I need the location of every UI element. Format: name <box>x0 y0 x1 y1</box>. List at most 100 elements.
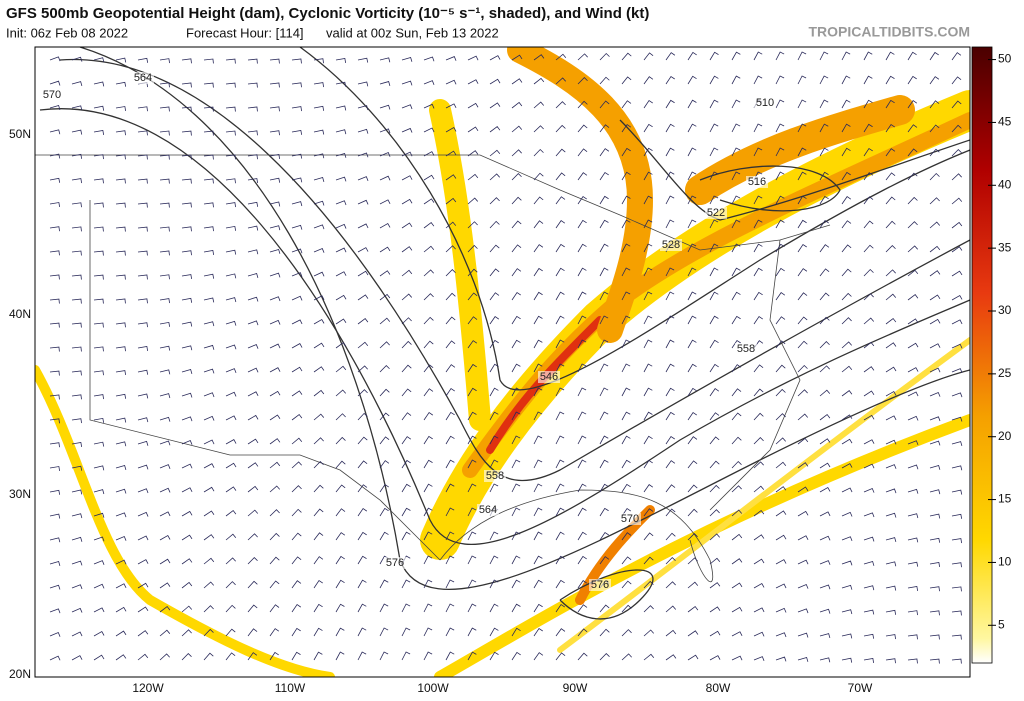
wind-barb <box>555 652 566 661</box>
wind-barb <box>115 393 127 399</box>
wind-barb <box>775 75 785 85</box>
wind-barb <box>313 508 324 517</box>
wind-barb <box>533 125 544 133</box>
wind-barb <box>313 105 325 111</box>
wind-barb <box>621 124 632 133</box>
wind-barb <box>137 488 149 494</box>
wind-barb <box>357 484 368 493</box>
wind-barb <box>71 489 83 495</box>
wind-barb <box>731 147 741 157</box>
colorbar-tick-label: 20 <box>998 429 1012 443</box>
wind-barb <box>907 391 919 397</box>
wind-barb <box>511 78 523 85</box>
wind-barb <box>665 339 675 349</box>
wind-barb <box>423 222 435 229</box>
wind-barb <box>533 555 543 565</box>
wind-barb <box>93 81 105 87</box>
wind-barb <box>467 531 477 541</box>
wind-barb <box>225 462 237 469</box>
wind-barb <box>555 339 565 349</box>
wind-barb <box>863 414 875 421</box>
wind-barb <box>863 220 874 229</box>
wind-barb <box>335 152 347 158</box>
wind-barb <box>115 441 127 447</box>
wind-barb <box>819 195 829 205</box>
wind-barb <box>753 631 765 637</box>
wind-barb <box>907 269 919 277</box>
wind-barb <box>577 243 587 253</box>
wind-barb <box>731 485 742 493</box>
wind-barb <box>467 387 477 397</box>
wind-barb <box>445 197 457 205</box>
wind-barb <box>577 531 587 541</box>
wind-barb <box>357 531 367 541</box>
wind-barb <box>885 439 897 445</box>
wind-barb <box>93 322 104 328</box>
wind-barb <box>533 627 543 637</box>
contour-label: 564 <box>134 72 152 84</box>
wind-barb <box>775 51 785 61</box>
wind-barb <box>445 435 455 445</box>
lon-label: 100W <box>417 681 449 695</box>
wind-barb <box>577 507 587 517</box>
wind-barb <box>379 128 391 134</box>
wind-barb <box>577 77 588 85</box>
wind-barb <box>797 632 809 638</box>
wind-barb <box>951 197 963 205</box>
wind-barb <box>775 123 785 133</box>
wind-barb <box>49 105 61 110</box>
wind-barb <box>467 197 479 205</box>
wind-barb <box>489 220 500 229</box>
wind-barb <box>181 416 193 422</box>
wind-barb <box>225 154 236 160</box>
wind-barb <box>863 341 875 349</box>
wind-barb <box>555 101 566 109</box>
wind-barb <box>797 268 808 277</box>
wind-barb <box>181 652 192 661</box>
wind-barb <box>753 267 763 277</box>
wind-barb <box>93 489 105 495</box>
site: TROPICALTIDBITS.COM <box>808 24 970 40</box>
wind-barb <box>291 177 303 183</box>
wind-barb <box>335 200 347 206</box>
wind-barb <box>159 487 171 493</box>
wind-barb <box>159 464 171 469</box>
wind-barb <box>423 651 433 661</box>
wind-barb <box>401 340 412 349</box>
wind-barb <box>599 124 610 133</box>
wind-barb <box>731 606 743 613</box>
wind-barb <box>401 198 413 205</box>
wind-barb <box>929 221 941 229</box>
wind-barb <box>313 271 325 277</box>
wind-barb <box>115 57 127 63</box>
wind-barb <box>71 226 82 232</box>
wind-barb <box>665 605 677 613</box>
wind-barb <box>181 369 193 374</box>
wind-barb <box>577 100 588 109</box>
wind-barb <box>533 244 544 253</box>
wind-barb <box>335 389 347 397</box>
wind-barb <box>819 123 829 133</box>
wind-barb <box>357 436 368 445</box>
wind-barb <box>203 344 215 350</box>
wind-barb <box>313 153 325 159</box>
wind-barb <box>445 603 455 613</box>
wind-barb <box>379 603 389 613</box>
wind-barb <box>247 485 259 493</box>
contour-label: 522 <box>707 207 725 219</box>
wind-barb <box>291 390 303 397</box>
wind-barb <box>929 51 939 61</box>
vorticity-shading <box>35 47 970 677</box>
wind-barb <box>423 293 434 301</box>
wind-barb <box>929 562 941 568</box>
wind-barb <box>225 106 236 112</box>
wind-barb <box>313 627 323 637</box>
wind-barb <box>863 585 875 591</box>
wind-barb <box>533 483 543 493</box>
wind-barb <box>555 507 565 517</box>
wind-barb <box>467 603 477 613</box>
wind-barb <box>115 130 126 136</box>
wind-barb <box>555 531 565 541</box>
wind-barb <box>753 291 763 301</box>
wind-barb <box>335 129 347 135</box>
